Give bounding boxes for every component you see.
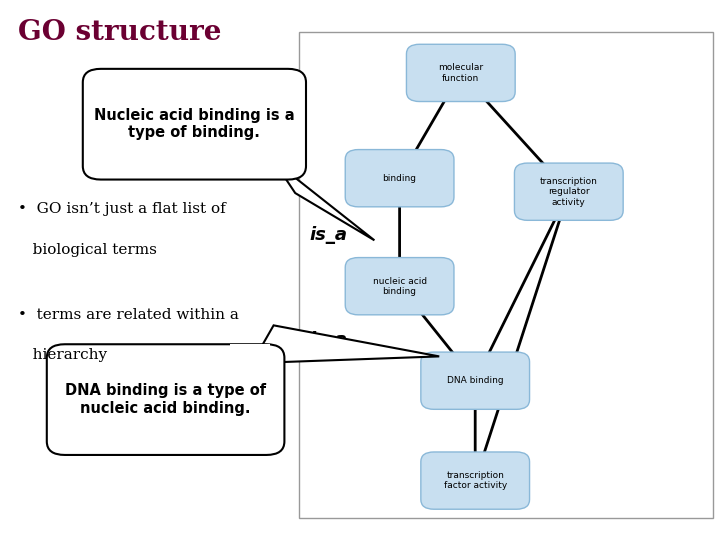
Text: biological terms: biological terms [18, 243, 157, 257]
FancyBboxPatch shape [515, 163, 624, 220]
FancyBboxPatch shape [47, 345, 284, 455]
FancyBboxPatch shape [346, 258, 454, 315]
Text: is_a: is_a [310, 226, 348, 244]
Text: transcription
factor activity: transcription factor activity [444, 471, 507, 490]
Text: Nucleic acid binding is a
type of binding.: Nucleic acid binding is a type of bindin… [94, 108, 294, 140]
FancyBboxPatch shape [299, 32, 713, 518]
FancyBboxPatch shape [420, 352, 530, 409]
Text: GO structure: GO structure [18, 19, 222, 46]
FancyBboxPatch shape [83, 69, 306, 179]
Text: transcription
regulator
activity: transcription regulator activity [540, 177, 598, 207]
Text: is_a: is_a [310, 331, 348, 349]
Polygon shape [274, 160, 374, 240]
FancyBboxPatch shape [406, 44, 516, 102]
FancyBboxPatch shape [420, 452, 530, 509]
Text: hierarchy: hierarchy [18, 348, 107, 362]
Polygon shape [256, 152, 292, 168]
Text: •  GO isn’t just a flat list of: • GO isn’t just a flat list of [18, 202, 226, 217]
Text: DNA binding: DNA binding [447, 376, 503, 385]
Text: DNA binding is a type of
nucleic acid binding.: DNA binding is a type of nucleic acid bi… [65, 383, 266, 416]
Polygon shape [252, 325, 439, 363]
FancyBboxPatch shape [346, 150, 454, 207]
Text: nucleic acid
binding: nucleic acid binding [372, 276, 427, 296]
Text: binding: binding [382, 174, 417, 183]
Text: •  terms are related within a: • terms are related within a [18, 308, 239, 322]
Polygon shape [230, 345, 270, 372]
Text: molecular
function: molecular function [438, 63, 483, 83]
